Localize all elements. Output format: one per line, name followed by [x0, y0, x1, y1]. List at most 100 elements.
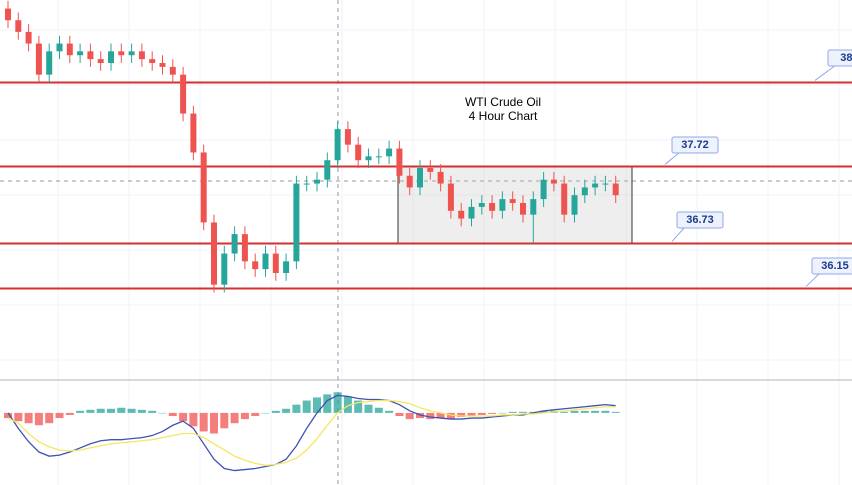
candle-body: [478, 203, 485, 207]
candle-body: [283, 261, 290, 273]
candle-body: [303, 183, 310, 185]
candle-body: [211, 222, 217, 285]
macd-bar: [148, 410, 157, 413]
macd-bar: [65, 412, 74, 415]
candle-body: [252, 261, 259, 270]
macd-bar: [488, 412, 497, 414]
macd-bar: [251, 412, 260, 416]
label-connector: [664, 151, 681, 165]
candle-body: [396, 148, 403, 176]
macd-bar: [117, 407, 126, 413]
candle-body: [499, 199, 506, 211]
macd-bar: [292, 404, 301, 413]
candle-body: [612, 183, 619, 196]
candle-body: [66, 43, 73, 56]
candle-body: [46, 51, 53, 75]
candle-body: [169, 66, 176, 75]
candle-body: [427, 168, 434, 172]
candle-body: [56, 43, 63, 52]
macd-bar: [374, 407, 383, 413]
macd-bar: [220, 412, 229, 429]
macd-bar: [76, 410, 85, 413]
macd-bar: [457, 412, 466, 418]
macd-bar: [354, 400, 363, 413]
macd-bar: [14, 412, 23, 422]
macd-bar: [591, 410, 600, 413]
candle-body: [468, 206, 475, 219]
macd-bar: [86, 409, 95, 413]
level-label: 37.72: [681, 139, 709, 151]
candle-body: [221, 253, 228, 285]
level-label-box: [811, 257, 852, 275]
candle-body: [571, 195, 578, 215]
candle-body: [262, 253, 269, 270]
candle-body: [15, 20, 22, 32]
candle-body: [602, 183, 609, 185]
candle-body: [272, 253, 279, 273]
macd-bar: [168, 412, 177, 416]
macd-bar: [508, 411, 517, 413]
label-connector: [814, 64, 837, 81]
macd-line: [7, 399, 616, 467]
macd-bar: [271, 410, 280, 413]
macd-bar: [158, 412, 167, 414]
macd-bar: [282, 408, 291, 413]
level-label-box: [676, 211, 724, 229]
candle-body: [87, 51, 94, 60]
candle-body: [334, 129, 341, 161]
macd-bar: [55, 412, 64, 419]
macd-bar: [189, 412, 198, 427]
candle-body: [77, 51, 84, 56]
macd-bar: [137, 409, 146, 413]
candle-body: [159, 63, 166, 67]
candle-body: [365, 156, 372, 161]
level-label-box: [671, 136, 719, 154]
candle-body: [108, 51, 114, 63]
macd-bar: [446, 412, 455, 420]
macd-bar: [519, 411, 527, 413]
chart-title: WTI Crude Oil: [465, 95, 541, 109]
macd-bar: [467, 412, 476, 416]
candle-body: [149, 59, 156, 63]
candle-body: [509, 199, 516, 203]
candle-body: [35, 43, 42, 75]
candle-body: [581, 187, 588, 196]
macd-line: [7, 394, 616, 472]
macd-bar: [179, 412, 188, 422]
macd-bar: [127, 408, 136, 413]
macd-bar: [601, 410, 610, 413]
candle-body: [561, 183, 568, 215]
label-connector: [805, 272, 821, 287]
candle-body: [530, 199, 537, 215]
candle-body: [128, 51, 135, 56]
candle-body: [138, 51, 145, 60]
macd-bar: [385, 410, 394, 413]
candle-body: [550, 179, 557, 184]
macd-bar: [364, 404, 373, 413]
candle-body: [355, 144, 362, 161]
range-box: [397, 165, 633, 244]
macd-bar: [313, 397, 321, 413]
macd-bar: [96, 408, 105, 413]
candle-body: [386, 148, 393, 157]
chart-subtitle: 4 Hour Chart: [469, 109, 538, 123]
macd-bar: [4, 412, 12, 419]
candle-body: [5, 8, 11, 21]
candle-body: [437, 171, 444, 184]
macd-bar: [539, 410, 548, 413]
macd-bar: [34, 412, 43, 426]
candle-body: [489, 203, 496, 211]
macd-bar: [240, 412, 249, 420]
candle-body: [231, 234, 238, 254]
macd-bar: [24, 412, 33, 424]
macd-bar: [45, 412, 54, 424]
macd-bar: [323, 394, 332, 413]
candle-body: [118, 51, 125, 56]
macd-bar: [611, 411, 620, 413]
macd-bar: [333, 392, 342, 413]
macd-bar: [426, 412, 435, 420]
level-label: 38.8: [840, 52, 852, 64]
